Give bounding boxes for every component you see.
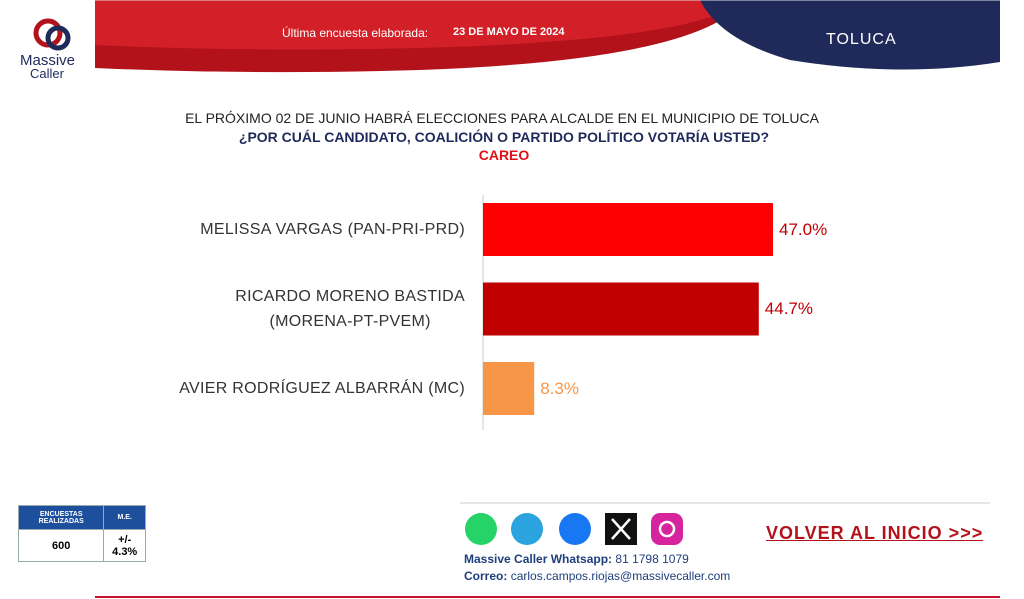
stats-table: ENCUESTAS REALIZADAS M.E. 600 +/- 4.3%: [17, 505, 146, 562]
category-label: MELISSA VARGAS (PAN-PRI-PRD): [200, 221, 465, 238]
instagram-glyph: [658, 520, 676, 538]
value-label: 44.7%: [764, 299, 813, 318]
bar: [483, 282, 759, 336]
place: TOLUCA: [826, 31, 897, 48]
header-label: Última encuesta elaborada:: [282, 26, 429, 40]
value-label: 8.3%: [540, 378, 579, 398]
home-link[interactable]: VOLVER AL INICIO >>>: [766, 523, 984, 543]
whatsapp-number: 81 1798 1079: [615, 552, 689, 566]
category-label: RICARDO MORENO BASTIDA (MORENA-PT-PVEM): [235, 288, 465, 330]
instagram-icon[interactable]: [651, 513, 683, 545]
place-band: [700, 0, 1000, 70]
logo-text: Massive: [20, 52, 76, 69]
value-label: 47.0%: [778, 219, 828, 239]
bar: [483, 362, 535, 415]
header-date: 23 DE MAYO DE 2024: [453, 26, 565, 38]
header-band-light: [95, 0, 745, 50]
stats-header: M.E.: [103, 505, 146, 530]
facebook-icon[interactable]: [559, 513, 591, 545]
telegram-icon[interactable]: [511, 513, 543, 545]
email-line: Correo: carlos.campos.riojas@massivecall…: [464, 569, 730, 583]
chart-title: EL PRÓXIMO 02 DE JUNIO HABRÁ ELECCIONES …: [185, 110, 819, 126]
stats-value: +/- 4.3%: [103, 529, 146, 562]
chart-annotation: CAREO: [478, 147, 530, 163]
whatsapp-line: Massive Caller Whatsapp: 81 1798 1079: [464, 552, 689, 566]
email: carlos.campos.riojas@massivecaller.com: [510, 569, 731, 583]
x-glyph: [611, 518, 631, 540]
logo-text: Caller: [30, 66, 64, 81]
bar: [483, 203, 773, 256]
chart-subtitle: ¿POR CUÁL CANDIDATO, COALICIÓN O PARTIDO…: [238, 129, 770, 145]
whatsapp-icon[interactable]: [465, 513, 497, 545]
stats-value: 600: [17, 529, 105, 562]
logo-mark: [45, 25, 71, 51]
category-label: AVIER RODRÍGUEZ ALBARRÁN (MC): [179, 380, 465, 397]
email-label: Correo:: [464, 569, 508, 583]
stats-header: ENCUESTAS REALIZADAS: [17, 505, 105, 530]
whatsapp-label: Massive Caller Whatsapp:: [464, 552, 613, 566]
